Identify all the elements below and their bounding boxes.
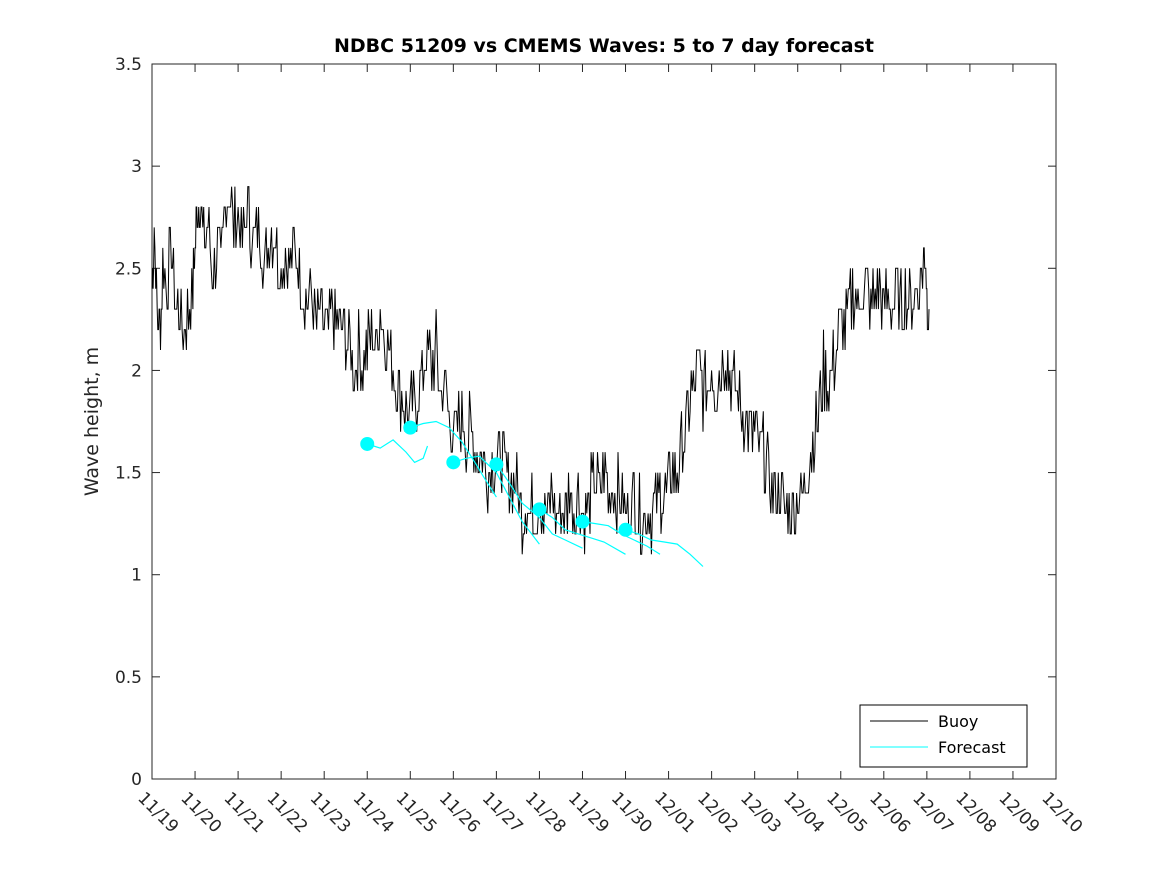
legend: Buoy Forecast	[859, 704, 1028, 768]
plot-frame	[151, 63, 1057, 780]
y-tick-label: 2.5	[115, 259, 142, 279]
chart-title: NDBC 51209 vs CMEMS Waves: 5 to 7 day fo…	[334, 35, 874, 57]
forecast-marker	[575, 514, 590, 529]
forecast-marker	[360, 436, 375, 451]
y-tick-label: 0	[131, 770, 142, 790]
y-tick-label: 1	[131, 566, 142, 586]
legend-forecast-label: Forecast	[938, 738, 1006, 757]
plot-area	[151, 63, 1057, 780]
forecast-marker	[403, 420, 418, 435]
y-tick-label: 3	[131, 157, 142, 177]
y-axis-label: Wave height, m	[81, 347, 103, 496]
y-tick-label: 2	[131, 361, 142, 381]
forecast-marker	[618, 522, 633, 537]
y-tick-label: 1.5	[115, 464, 142, 484]
forecast-line	[410, 420, 497, 498]
forecast-series	[360, 420, 704, 567]
forecast-marker	[446, 455, 461, 470]
y-tick-label: 3.5	[115, 55, 142, 75]
forecast-line	[539, 508, 626, 555]
legend-buoy-label: Buoy	[938, 712, 978, 731]
legend-box	[859, 704, 1028, 768]
forecast-line	[367, 439, 429, 464]
buoy-series	[151, 186, 930, 555]
forecast-line	[453, 455, 540, 545]
y-axis-ticks: 0 0.5 1 1.5 2 2.5 3 3.5	[115, 55, 1056, 790]
forecast-marker	[532, 502, 547, 517]
buoy-line	[151, 186, 930, 555]
forecast-line	[495, 464, 583, 549]
forecast-line	[625, 529, 704, 567]
forecast-marker	[489, 457, 504, 472]
y-tick-label: 0.5	[115, 668, 142, 688]
